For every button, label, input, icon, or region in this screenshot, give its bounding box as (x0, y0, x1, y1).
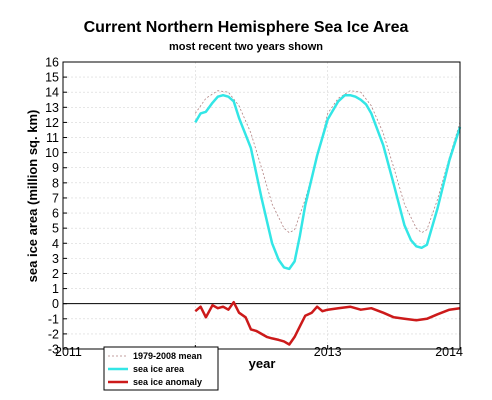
y-axis-label: sea ice area (million sq. km) (25, 110, 40, 283)
x-tick-label: 2013 (314, 345, 342, 359)
y-tick-label: 11 (46, 131, 59, 145)
y-tick-label: -2 (48, 327, 59, 341)
y-tick-label: 2 (52, 267, 59, 281)
y-tick-label: 0 (52, 297, 59, 311)
x-axis-label: year (249, 356, 276, 371)
y-tick-label: 13 (45, 101, 59, 115)
series-line-0 (194, 90, 461, 234)
y-tick-label: 12 (45, 116, 59, 130)
series-line-2 (194, 300, 461, 346)
chart-title: Current Northern Hemisphere Sea Ice Area (83, 19, 409, 36)
legend: 1979-2008 mean sea ice area sea ice anom… (103, 346, 219, 391)
y-tick-label: 16 (45, 56, 59, 70)
y-tick-label: -3 (48, 343, 59, 357)
y-tick-label: 6 (52, 207, 59, 221)
plot-frame (62, 61, 461, 350)
x-tick-label: 2014 (435, 345, 463, 359)
legend-label-anomaly: sea ice anomaly (133, 377, 202, 387)
y-tick-label: 3 (52, 252, 59, 266)
y-tick-label: 14 (45, 86, 59, 100)
chart-subtitle: most recent two years shown (168, 41, 324, 53)
y-tick-label: 15 (45, 71, 59, 85)
y-tick-label: -1 (48, 312, 59, 326)
y-tick-label: 5 (52, 222, 59, 236)
legend-label-area: sea ice area (133, 364, 185, 374)
series-line-1 (194, 93, 462, 271)
x-tick-label: 2011 (55, 345, 82, 359)
y-tick-label: 1 (52, 282, 59, 296)
y-tick-label: 7 (52, 191, 59, 205)
y-tick-label: 4 (52, 237, 59, 251)
y-tick-label: 8 (52, 176, 59, 190)
series-group (194, 90, 462, 346)
legend-label-mean: 1979-2008 mean (133, 351, 202, 361)
y-tick-label: 10 (45, 146, 59, 160)
y-tick-label: 9 (52, 161, 59, 175)
